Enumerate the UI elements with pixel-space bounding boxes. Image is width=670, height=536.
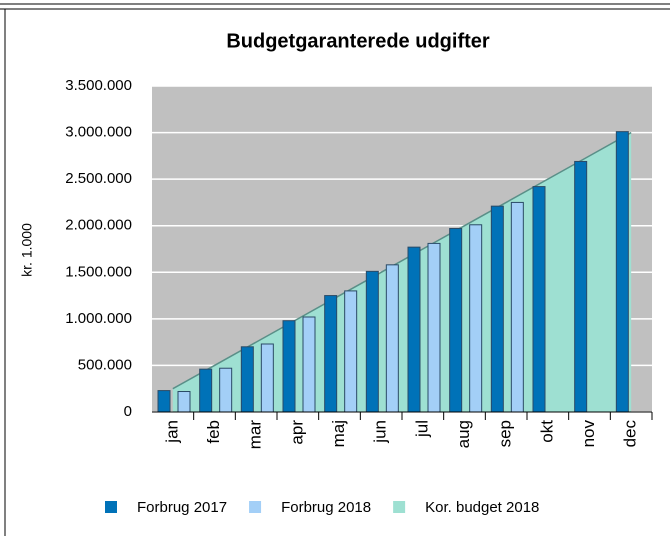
bar bbox=[490, 205, 504, 413]
y-tick-label: 0 bbox=[124, 403, 132, 420]
bar bbox=[469, 224, 483, 413]
bar bbox=[324, 295, 338, 413]
x-tick-label: okt bbox=[537, 420, 556, 443]
bar bbox=[157, 390, 171, 413]
chart-title: Budgetgaranterede udgifter bbox=[226, 30, 490, 52]
bar bbox=[302, 316, 316, 413]
y-tick-label: 3.500.000 bbox=[65, 77, 132, 94]
x-tick-label: dec bbox=[621, 420, 640, 448]
y-tick-label: 3.000.000 bbox=[65, 124, 132, 141]
legend-label: Kor. budget 2018 bbox=[425, 499, 539, 516]
y-tick-label: 500.000 bbox=[78, 356, 132, 373]
bar bbox=[427, 242, 441, 413]
bar bbox=[574, 160, 588, 413]
x-tick-label: mar bbox=[246, 420, 265, 450]
x-tick-label: aug bbox=[454, 420, 473, 448]
x-tick-label: jun bbox=[371, 420, 390, 444]
bar bbox=[449, 228, 463, 413]
y-tick-label: 1.500.000 bbox=[65, 263, 132, 280]
area-line bbox=[172, 131, 632, 390]
y-tick-label: 2.500.000 bbox=[65, 170, 132, 187]
bar bbox=[177, 391, 191, 413]
bar bbox=[510, 201, 524, 413]
y-axis-label: kr. 1.000 bbox=[19, 223, 35, 277]
x-tick-label: jan bbox=[162, 420, 181, 444]
bar bbox=[365, 270, 379, 413]
bar bbox=[532, 186, 546, 413]
bar bbox=[385, 264, 399, 413]
x-tick-label: sep bbox=[496, 420, 515, 447]
legend-label: Forbrug 2018 bbox=[281, 499, 371, 516]
bar bbox=[199, 368, 213, 413]
bar bbox=[615, 131, 629, 413]
x-tick-label: apr bbox=[287, 420, 306, 445]
x-tick-label: jul bbox=[412, 420, 431, 438]
legend-label: Forbrug 2017 bbox=[137, 499, 227, 516]
bar bbox=[344, 290, 358, 413]
legend-swatch bbox=[249, 501, 262, 513]
x-tick-label: feb bbox=[204, 420, 223, 444]
y-tick-label: 2.000.000 bbox=[65, 217, 132, 234]
legend-swatch bbox=[105, 501, 117, 513]
y-tick-label: 1.000.000 bbox=[65, 310, 132, 327]
x-tick-label: maj bbox=[329, 420, 348, 447]
bar bbox=[407, 246, 421, 413]
x-tick-label: nov bbox=[579, 420, 598, 448]
bar bbox=[260, 343, 274, 413]
bar bbox=[240, 346, 254, 413]
bar bbox=[282, 320, 296, 413]
legend-swatch bbox=[393, 501, 406, 513]
bar bbox=[219, 367, 233, 413]
